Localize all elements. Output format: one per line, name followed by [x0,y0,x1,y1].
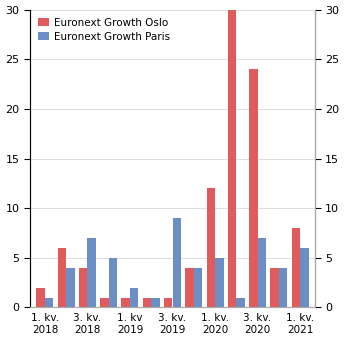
Bar [257,238,266,308]
Bar [300,248,308,308]
Bar [249,69,257,308]
Bar [228,10,236,308]
Bar [207,188,215,308]
Bar [292,228,300,308]
Bar [121,298,130,308]
Bar [270,268,279,308]
Bar [164,298,172,308]
Bar [151,298,160,308]
Bar [130,287,138,308]
Bar [194,268,202,308]
Bar [236,298,245,308]
Bar [215,258,224,308]
Bar [185,268,194,308]
Bar [109,258,117,308]
Bar [279,268,287,308]
Bar [88,238,96,308]
Bar [66,268,75,308]
Bar [143,298,151,308]
Bar [45,298,53,308]
Bar [37,287,45,308]
Legend: Euronext Growth Oslo, Euronext Growth Paris: Euronext Growth Oslo, Euronext Growth Pa… [35,15,173,45]
Bar [100,298,109,308]
Bar [79,268,88,308]
Bar [172,218,181,308]
Bar [58,248,66,308]
